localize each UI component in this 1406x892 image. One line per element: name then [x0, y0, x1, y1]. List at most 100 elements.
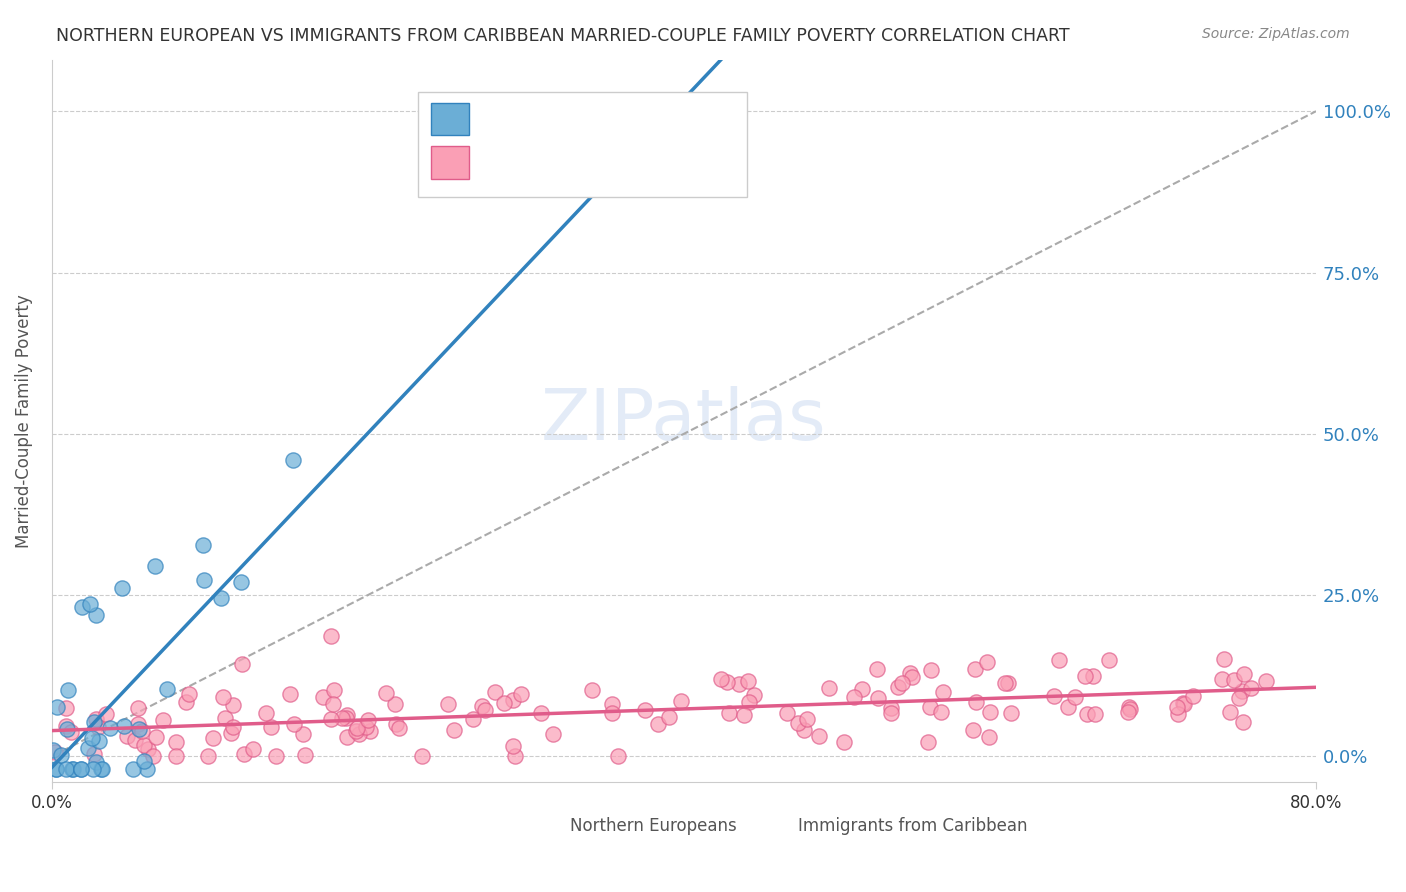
Point — [231, 575, 253, 590]
Point — [335, 711, 357, 725]
Text: N =  37: N = 37 — [595, 104, 669, 123]
Point — [443, 723, 465, 737]
Point — [602, 698, 624, 712]
Point — [55, 701, 77, 715]
Point — [887, 680, 910, 694]
Point — [979, 706, 1001, 720]
Point — [1076, 706, 1098, 721]
Point — [82, 762, 104, 776]
Point — [49, 747, 72, 762]
Point — [669, 694, 692, 708]
Point — [1098, 653, 1121, 667]
Point — [1119, 702, 1142, 716]
Point — [70, 600, 93, 615]
Point — [357, 714, 380, 728]
Point — [87, 720, 110, 734]
Point — [58, 683, 80, 698]
Point — [737, 695, 759, 709]
Point — [80, 731, 103, 745]
Point — [647, 717, 669, 731]
Point — [965, 695, 987, 709]
Point — [90, 762, 112, 776]
Point — [84, 607, 107, 622]
Text: R = 0.747: R = 0.747 — [482, 104, 572, 123]
Point — [219, 725, 242, 739]
Text: R = 0.316: R = 0.316 — [482, 155, 572, 173]
Point — [359, 723, 381, 738]
Point — [502, 693, 524, 707]
Point — [266, 749, 288, 764]
Point — [737, 673, 759, 688]
Point — [733, 708, 755, 723]
Point — [193, 538, 215, 552]
Point — [127, 700, 149, 714]
Point — [1084, 706, 1107, 721]
Point — [1254, 673, 1277, 688]
FancyBboxPatch shape — [432, 103, 470, 136]
Point — [411, 749, 433, 764]
Point — [98, 721, 121, 735]
Point — [83, 714, 105, 729]
Point — [1232, 684, 1254, 698]
Point — [375, 686, 398, 700]
Point — [976, 656, 998, 670]
Point — [77, 741, 100, 756]
Text: NORTHERN EUROPEAN VS IMMIGRANTS FROM CARIBBEAN MARRIED-COUPLE FAMILY POVERTY COR: NORTHERN EUROPEAN VS IMMIGRANTS FROM CAR… — [56, 27, 1070, 45]
Point — [56, 723, 79, 737]
Text: Northern Europeans: Northern Europeans — [569, 816, 737, 835]
Point — [344, 723, 367, 738]
Point — [484, 685, 506, 699]
Point — [979, 730, 1001, 744]
Point — [818, 681, 841, 696]
Point — [231, 657, 253, 672]
Point — [202, 731, 225, 745]
Point — [278, 687, 301, 701]
Point — [436, 698, 458, 712]
FancyBboxPatch shape — [432, 146, 470, 178]
Point — [1000, 706, 1022, 721]
FancyBboxPatch shape — [533, 811, 564, 840]
Point — [242, 741, 264, 756]
Point — [880, 701, 903, 715]
Point — [336, 707, 359, 722]
Point — [319, 629, 342, 643]
Point — [832, 735, 855, 749]
Point — [142, 749, 165, 764]
Point — [42, 743, 65, 757]
Point — [787, 715, 810, 730]
Point — [70, 762, 93, 776]
Point — [347, 727, 370, 741]
Point — [796, 712, 818, 726]
Point — [283, 716, 305, 731]
Point — [492, 696, 515, 710]
Point — [776, 706, 799, 721]
Point — [917, 734, 939, 748]
Point — [193, 573, 215, 587]
Point — [179, 687, 201, 701]
Point — [793, 723, 815, 737]
Point — [920, 663, 942, 677]
Point — [1167, 706, 1189, 721]
Point — [844, 690, 866, 704]
Point — [45, 700, 67, 714]
Point — [209, 591, 232, 606]
Point — [1057, 700, 1080, 714]
Text: N = 146: N = 146 — [595, 155, 675, 173]
Text: Source: ZipAtlas.com: Source: ZipAtlas.com — [1202, 27, 1350, 41]
Point — [214, 711, 236, 725]
Point — [510, 687, 533, 701]
Point — [530, 706, 553, 720]
Point — [45, 762, 67, 776]
Point — [1223, 673, 1246, 687]
Point — [60, 725, 83, 739]
Point — [1227, 690, 1250, 705]
Point — [115, 729, 138, 743]
Point — [174, 695, 197, 709]
Point — [607, 749, 630, 764]
Point — [336, 730, 359, 744]
Point — [502, 739, 524, 753]
Point — [346, 721, 368, 735]
FancyBboxPatch shape — [419, 92, 747, 197]
Point — [866, 663, 889, 677]
FancyBboxPatch shape — [759, 811, 792, 840]
